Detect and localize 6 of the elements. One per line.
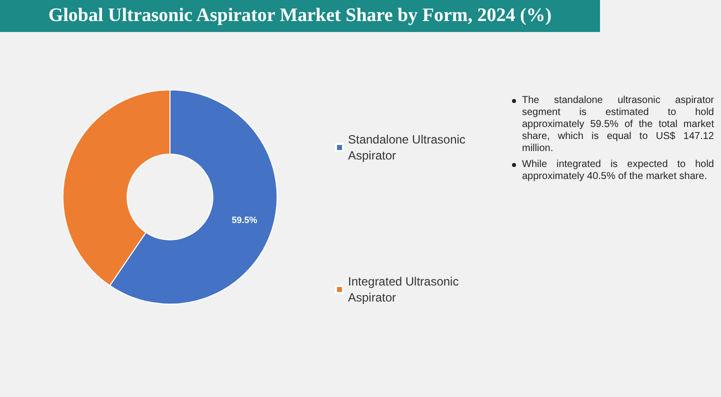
text: The standalone ultrasonic aspirator segment is estimated to hold approximately 59.5% of the total market share, which is equal to US$ 147.12 million. (522, 95, 714, 155)
chart-title: Global Ultrasonic Aspirator Market Share by Form, 2024 (%) (0, 0, 600, 32)
legend-label: Integrated Ultrasonic Aspirator (348, 274, 462, 304)
text: While integrated is expected to hold approximately 40.5% of the market share. (522, 159, 714, 183)
data-label: 59.5% (232, 214, 258, 225)
legend-label: Standalone Ultrasonic Aspirator (348, 132, 469, 162)
